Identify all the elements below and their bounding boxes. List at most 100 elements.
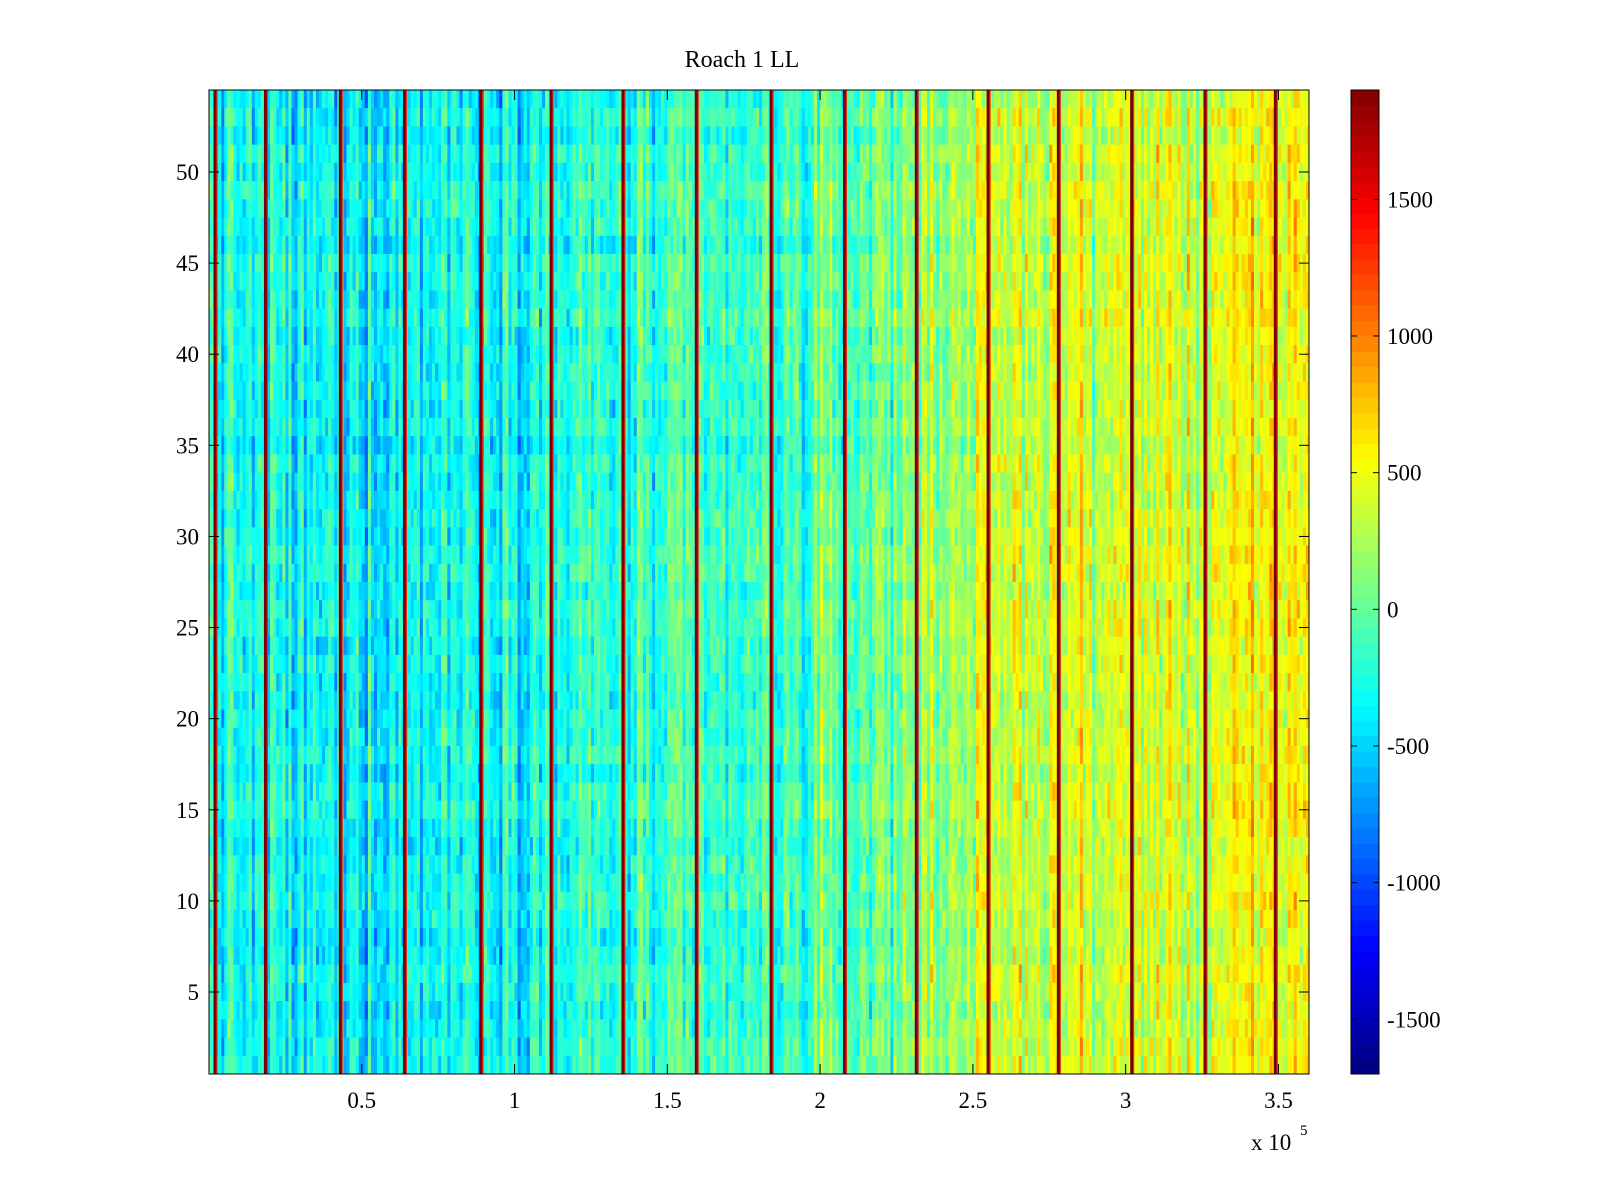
heatmap-cell [361, 254, 366, 273]
heatmap-cell [673, 254, 677, 273]
heatmap-cell [1119, 144, 1123, 164]
heatmap-cell [777, 126, 781, 146]
heatmap-cell [691, 308, 696, 328]
heatmap-cell [798, 126, 803, 146]
heatmap-cell [667, 162, 671, 182]
heatmap-cell [1299, 308, 1304, 328]
heatmap-cell [804, 108, 809, 127]
heatmap-cell [563, 272, 567, 291]
heatmap-cell [1299, 217, 1304, 237]
heatmap-cell [917, 326, 922, 346]
heatmap-cell [789, 326, 793, 346]
heatmap-cell [425, 290, 430, 310]
heatmap-cell [704, 272, 708, 291]
heatmap-cell [933, 290, 937, 310]
heatmap-cell [801, 290, 806, 310]
heatmap-cell [1199, 90, 1203, 109]
heatmap-cell [1296, 308, 1301, 328]
heatmap-cell [1211, 108, 1215, 127]
heatmap-cell [236, 181, 240, 200]
heatmap-cell [911, 199, 916, 218]
heatmap-cell [572, 126, 577, 146]
heatmap-cell [850, 290, 855, 310]
heatmap-cell [535, 217, 540, 237]
heatmap-cell [322, 144, 326, 164]
heatmap-cell [731, 181, 735, 200]
heatmap-cell [642, 144, 647, 164]
heatmap-cell [398, 144, 402, 164]
heatmap-cell [520, 90, 525, 109]
heatmap-cell [957, 217, 962, 237]
heatmap-cell [862, 308, 867, 328]
heatmap-cell [1199, 290, 1203, 310]
heatmap-cell [704, 181, 708, 200]
heatmap-cell [875, 181, 879, 200]
heatmap-cell [1085, 272, 1090, 291]
heatmap-cell [1165, 126, 1169, 146]
heatmap-cell [612, 326, 616, 346]
heatmap-cell [649, 144, 653, 164]
heatmap-cell [425, 90, 430, 109]
heatmap-cell [972, 126, 977, 146]
heatmap-cell [267, 126, 271, 146]
heatmap-cell [288, 162, 292, 182]
heatmap-cell [279, 217, 283, 237]
heatmap-cell [1012, 108, 1017, 127]
heatmap-cell [1064, 90, 1068, 109]
heatmap-cell [979, 217, 983, 237]
heatmap-cell [728, 272, 732, 291]
heatmap-cell [273, 308, 277, 328]
heatmap-cell [795, 144, 800, 164]
heatmap-cell [817, 181, 821, 200]
heatmap-cell [884, 126, 888, 146]
heatmap-cell [306, 290, 311, 310]
heatmap-cell [652, 217, 656, 237]
heatmap-cell [823, 126, 827, 146]
heatmap-cell [746, 90, 751, 109]
heatmap-cell [795, 272, 800, 291]
heatmap-cell [872, 162, 876, 182]
heatmap-cell [920, 308, 925, 328]
heatmap-cell [532, 254, 537, 273]
heatmap-cell [979, 144, 983, 164]
heatmap-cell [645, 217, 650, 237]
heatmap-cell [1073, 108, 1078, 127]
heatmap-cell [700, 272, 705, 291]
heatmap-cell [456, 290, 460, 310]
heatmap-cell [380, 308, 384, 328]
heatmap-cell [746, 181, 751, 200]
heatmap-cell [590, 290, 595, 310]
heatmap-cell [997, 290, 1001, 310]
heatmap-cell [435, 144, 439, 164]
heatmap-cell [1049, 181, 1053, 200]
heatmap-cell [972, 326, 977, 346]
heatmap-cell [300, 108, 305, 127]
heatmap-cell [606, 326, 610, 346]
heatmap-cell [762, 217, 766, 237]
heatmap-cell [807, 308, 812, 328]
heatmap-cell [572, 217, 577, 237]
heatmap-cell [1073, 126, 1078, 146]
heatmap-cell [1092, 326, 1096, 346]
heatmap-cell [1299, 199, 1304, 218]
heatmap-cell [1302, 126, 1307, 146]
heatmap-cell [487, 254, 491, 273]
heatmap-cell [624, 126, 628, 146]
heatmap-cell [1006, 181, 1010, 200]
heatmap-cell [1140, 217, 1145, 237]
heatmap-cell [383, 144, 387, 164]
heatmap-cell [624, 108, 628, 127]
heatmap-cell [1027, 144, 1032, 164]
heatmap-cell [1030, 108, 1035, 127]
heatmap-cell [884, 199, 888, 218]
heatmap-cell [606, 126, 610, 146]
heatmap-cell [979, 126, 983, 146]
heatmap-cell [649, 308, 653, 328]
heatmap-cell [1284, 254, 1288, 273]
heatmap-cell [835, 217, 839, 237]
heatmap-cell [948, 308, 952, 328]
heatmap-cell [416, 162, 421, 182]
heatmap-cell [505, 90, 509, 109]
heatmap-cell [361, 199, 366, 218]
heatmap-cell [746, 108, 751, 127]
